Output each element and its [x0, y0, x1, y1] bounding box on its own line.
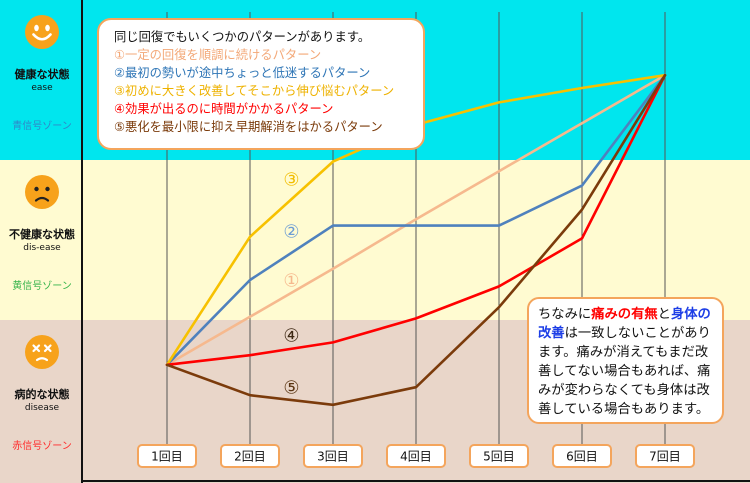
sad-face-icon [25, 175, 59, 209]
series-line-4 [165, 73, 667, 367]
zone-state-label: 不健康な状態 [9, 228, 75, 241]
series-line-1 [165, 73, 667, 367]
x-tick-box [220, 444, 280, 468]
x-tick: 2回目 [220, 444, 280, 468]
x-tick-label: 3回目 [317, 450, 349, 464]
legend-pattern-name: 初めに大きく改善してそこから伸び悩むパターン [125, 84, 395, 98]
x-tick: 6回目 [552, 444, 612, 468]
zone-signal-label: 黄信号ゾーン [12, 281, 72, 292]
legend-item-1: ①一定の回復を順調に続けるパターン [114, 46, 423, 64]
x-tick-box [469, 444, 529, 468]
x-tick: 4回目 [386, 444, 446, 468]
zone-signal-label: 青信号ゾーン [12, 121, 72, 132]
legend-item-3: ③初めに大きく改善してそこから伸び悩むパターン [114, 82, 423, 100]
zone-english-label: ease [31, 83, 53, 93]
face-eye [32, 344, 41, 353]
legend-marker: ④ [114, 102, 126, 116]
zone-english-label: dis-ease [23, 243, 61, 253]
legend-intro: 同じ回復でもいくつかのパターンがあります。 [114, 30, 371, 44]
legend-item-5: ⑤悪化を最小限に抑え早期解消をはかるパターン [114, 118, 423, 136]
legend-box: 同じ回復でもいくつかのパターンがあります。 ①一定の回復を順調に続けるパターン … [97, 18, 425, 150]
series-marker-label: ① [283, 270, 299, 291]
zone-signal-label: 赤信号ゾーン [12, 441, 72, 452]
series-marker-label: ② [283, 221, 299, 242]
face-circle [25, 15, 59, 49]
dizzy-face-icon [25, 335, 59, 369]
face-eye [45, 186, 50, 192]
face-eye [34, 186, 39, 192]
legend-pattern-name: 悪化を最小限に抑え早期解消をはかるパターン [125, 120, 383, 134]
face-mouth [32, 33, 52, 41]
note-segment: は一致しないことがあります。痛みが消えてもまだ改善してない場合もあれば、痛みが変… [538, 326, 711, 417]
note-segment: と [657, 307, 671, 322]
x-tick: 3回目 [303, 444, 363, 468]
x-tick-label: 7回目 [649, 450, 681, 464]
series-marker-label: ③ [283, 170, 299, 191]
x-tick-label: 2回目 [234, 450, 266, 464]
zone-band-dis-ease [0, 160, 750, 320]
x-tick: 5回目 [469, 444, 529, 468]
legend-pattern-name: 最初の勢いが途中ちょっと低迷するパターン [125, 66, 371, 80]
face-circle [25, 335, 59, 369]
x-tick: 7回目 [635, 444, 695, 468]
note-emphasis-body: 身体の改善 [538, 307, 711, 341]
x-tick-box [386, 444, 446, 468]
series-marker-label: ④ [283, 325, 299, 346]
legend-marker: ③ [114, 84, 126, 98]
legend-item-2: ②最初の勢いが途中ちょっと低迷するパターン [114, 64, 423, 82]
legend-pattern-name: 一定の回復を順調に続けるパターン [125, 48, 322, 62]
note-segment: ちなみに [538, 307, 592, 322]
x-tick-label: 1回目 [151, 450, 183, 464]
zone-ease: 健康な状態 ease 青信号ゾーン [0, 0, 84, 160]
face-eye [34, 24, 39, 32]
zone-disease: 病的な状態 disease 赤信号ゾーン [0, 320, 84, 480]
x-tick-box [137, 444, 197, 468]
x-tick-box [303, 444, 363, 468]
legend-pattern-name: 効果が出るのに時間がかかるパターン [125, 102, 334, 116]
happy-face-icon [25, 15, 59, 49]
x-tick-label: 4回目 [400, 450, 432, 464]
zone-state-label: 病的な状態 [14, 388, 70, 401]
face-mouth [35, 357, 49, 362]
note-text: ちなみに痛みの有無と身体の改善は一致しないことがあります。痛みが消えてもまだ改善… [538, 305, 715, 419]
zone-state-label: 健康な状態 [14, 68, 70, 81]
legend-marker: ⑤ [114, 120, 126, 134]
legend-marker: ① [114, 48, 126, 62]
x-tick-box [552, 444, 612, 468]
face-eye [45, 24, 50, 32]
face-eye [43, 344, 52, 353]
x-tick-box [635, 444, 695, 468]
note-box: ちなみに痛みの有無と身体の改善は一致しないことがあります。痛みが消えてもまだ改善… [527, 297, 724, 424]
x-tick-label: 5回目 [483, 450, 515, 464]
series-line-5 [165, 73, 667, 407]
series-marker-label: ⑤ [283, 378, 299, 399]
note-emphasis-pain: 痛みの有無 [591, 307, 658, 322]
series-line-2 [165, 73, 667, 367]
x-tick-label: 6回目 [566, 450, 598, 464]
face-circle [25, 175, 59, 209]
x-tick: 1回目 [137, 444, 197, 468]
zone-english-label: disease [24, 403, 60, 413]
zone-dis-ease: 不健康な状態 dis-ease 黄信号ゾーン [0, 160, 84, 320]
legend-marker: ② [114, 66, 126, 80]
legend-item-4: ④効果が出るのに時間がかかるパターン [114, 100, 423, 118]
face-mouth [34, 196, 50, 202]
